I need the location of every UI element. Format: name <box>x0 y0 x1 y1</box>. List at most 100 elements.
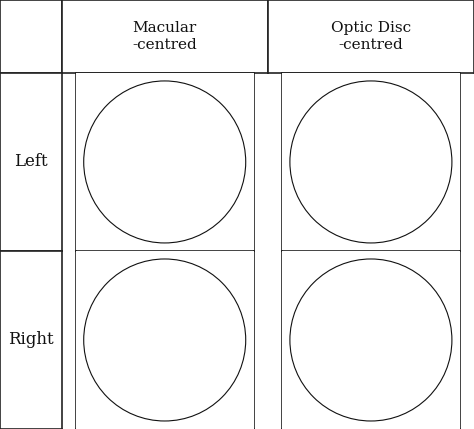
Circle shape <box>305 96 437 228</box>
Circle shape <box>308 277 434 403</box>
Circle shape <box>137 311 193 369</box>
Circle shape <box>130 127 199 196</box>
Circle shape <box>315 106 427 218</box>
Circle shape <box>139 136 190 187</box>
Circle shape <box>354 145 388 179</box>
Circle shape <box>102 277 228 403</box>
Circle shape <box>332 302 410 378</box>
Circle shape <box>295 264 447 416</box>
Circle shape <box>317 108 425 216</box>
Circle shape <box>322 291 419 389</box>
Circle shape <box>102 99 228 225</box>
Circle shape <box>359 150 383 174</box>
Circle shape <box>87 84 243 240</box>
Circle shape <box>363 154 379 170</box>
Circle shape <box>164 161 166 163</box>
Circle shape <box>366 157 376 167</box>
Circle shape <box>121 118 208 205</box>
Circle shape <box>291 82 451 242</box>
Circle shape <box>140 138 189 186</box>
Circle shape <box>342 133 400 191</box>
Circle shape <box>368 162 374 169</box>
Circle shape <box>111 286 219 394</box>
Circle shape <box>351 320 391 360</box>
Circle shape <box>355 324 387 356</box>
Circle shape <box>299 268 443 412</box>
Circle shape <box>368 337 374 343</box>
Circle shape <box>163 160 167 164</box>
Circle shape <box>90 87 240 237</box>
Circle shape <box>118 115 211 208</box>
Circle shape <box>331 122 410 202</box>
Circle shape <box>108 105 221 219</box>
Circle shape <box>357 148 385 176</box>
Circle shape <box>363 332 379 348</box>
Circle shape <box>297 88 445 236</box>
Circle shape <box>370 339 372 341</box>
Circle shape <box>365 159 377 172</box>
Circle shape <box>355 146 387 178</box>
Circle shape <box>317 286 425 394</box>
Circle shape <box>335 304 407 376</box>
Circle shape <box>336 127 406 197</box>
Circle shape <box>321 290 420 390</box>
Circle shape <box>291 260 451 420</box>
Circle shape <box>368 159 374 165</box>
Circle shape <box>128 160 131 164</box>
Circle shape <box>338 308 403 372</box>
Circle shape <box>196 336 204 344</box>
Text: Macular
-centred: Macular -centred <box>132 21 197 52</box>
Circle shape <box>115 290 214 390</box>
Circle shape <box>84 259 246 421</box>
Circle shape <box>350 141 392 183</box>
Circle shape <box>129 127 200 197</box>
Circle shape <box>151 148 179 176</box>
Circle shape <box>362 153 380 171</box>
Circle shape <box>360 329 382 351</box>
Circle shape <box>134 310 195 370</box>
Circle shape <box>91 88 238 236</box>
Circle shape <box>143 140 187 184</box>
Circle shape <box>128 126 201 198</box>
Circle shape <box>356 325 386 355</box>
Circle shape <box>92 267 237 413</box>
Circle shape <box>89 264 241 416</box>
Circle shape <box>324 115 418 208</box>
Circle shape <box>93 268 237 412</box>
Circle shape <box>361 330 381 350</box>
Circle shape <box>148 324 181 356</box>
Circle shape <box>134 132 195 192</box>
Circle shape <box>358 327 384 353</box>
Circle shape <box>104 101 226 223</box>
Circle shape <box>128 304 201 376</box>
Circle shape <box>352 143 390 181</box>
Circle shape <box>300 91 442 233</box>
Text: Optic Disc
-centred: Optic Disc -centred <box>331 21 411 52</box>
Circle shape <box>299 90 443 234</box>
Circle shape <box>365 156 377 168</box>
Circle shape <box>324 293 418 387</box>
Circle shape <box>143 318 187 362</box>
Circle shape <box>316 285 426 395</box>
Circle shape <box>323 115 419 209</box>
Circle shape <box>120 118 209 206</box>
Circle shape <box>339 130 402 193</box>
Circle shape <box>153 150 177 174</box>
Circle shape <box>105 102 225 222</box>
Circle shape <box>144 319 186 361</box>
Circle shape <box>109 284 220 396</box>
Circle shape <box>346 138 395 186</box>
Circle shape <box>361 330 381 350</box>
Circle shape <box>148 146 181 178</box>
Circle shape <box>346 316 395 364</box>
Circle shape <box>369 338 373 342</box>
Circle shape <box>129 305 200 375</box>
Circle shape <box>301 92 441 232</box>
Circle shape <box>100 97 229 227</box>
Circle shape <box>156 154 173 170</box>
Circle shape <box>122 297 207 383</box>
Circle shape <box>97 94 233 230</box>
Circle shape <box>86 261 244 419</box>
Circle shape <box>104 0 474 429</box>
Circle shape <box>319 319 337 336</box>
